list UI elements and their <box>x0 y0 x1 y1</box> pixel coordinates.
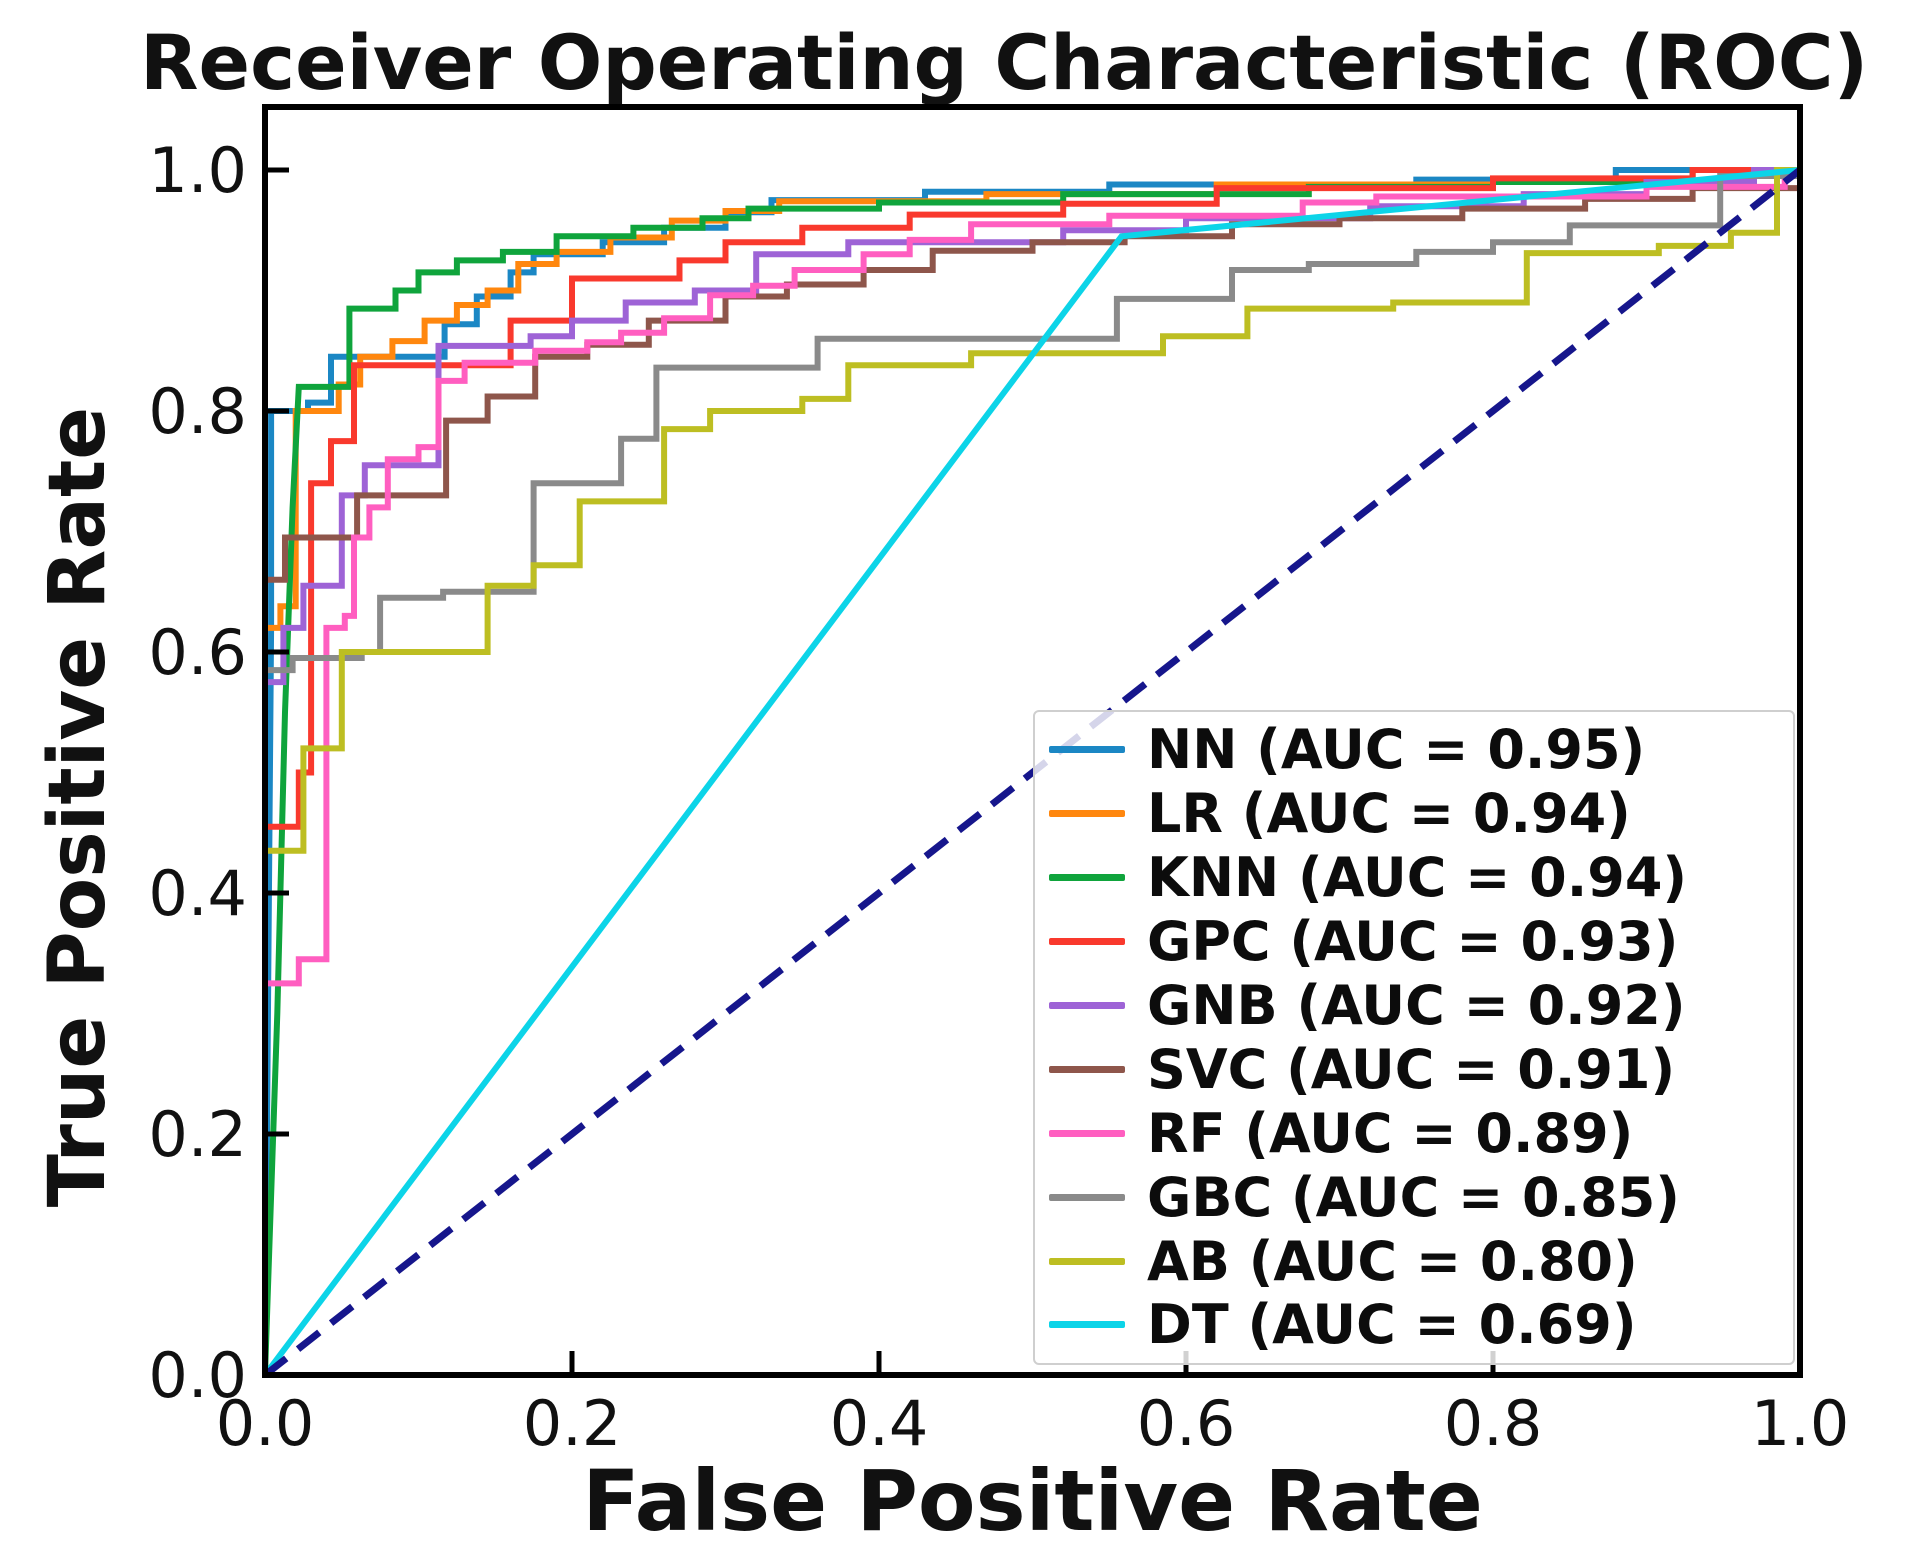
x-tick-label: 1.0 <box>1751 1387 1850 1460</box>
legend-entry-AB: AB (AUC = 0.80) <box>1049 1229 1793 1293</box>
legend-label-GPC: GPC (AUC = 0.93) <box>1147 910 1679 974</box>
legend-label-SVC: SVC (AUC = 0.91) <box>1147 1037 1676 1101</box>
x-axis-label: False Positive Rate <box>582 1452 1483 1546</box>
y-tick-label: 1.0 <box>148 134 247 207</box>
series-AB <box>262 167 1800 1375</box>
series-DT <box>262 167 1801 1377</box>
legend-swatch-LR <box>1049 810 1125 818</box>
x-tick-label: 0.4 <box>830 1387 929 1460</box>
x-tick-label: 0.2 <box>523 1387 622 1460</box>
legend-label-DT: DT (AUC = 0.69) <box>1147 1293 1637 1357</box>
legend-label-LR: LR (AUC = 0.94) <box>1147 782 1631 846</box>
y-tick-label: 0.6 <box>148 616 247 689</box>
legend-entry-GPC: GPC (AUC = 0.93) <box>1049 910 1793 974</box>
legend-swatch-GNB <box>1049 1002 1125 1009</box>
y-tick-label: 0.0 <box>148 1339 247 1412</box>
legend-swatch-NN <box>1049 746 1125 754</box>
series-NN <box>262 167 1800 1376</box>
legend-entry-LR: LR (AUC = 0.94) <box>1049 782 1793 846</box>
legend-label-NN: NN (AUC = 0.95) <box>1147 718 1646 782</box>
legend: NN (AUC = 0.95) LR (AUC = 0.94) KNN (AUC =… <box>1033 710 1795 1365</box>
legend-swatch-KNN <box>1049 874 1125 882</box>
legend-swatch-RF <box>1049 1129 1125 1137</box>
series-GPC <box>262 167 1800 1375</box>
legend-entry-SVC: SVC (AUC = 0.91) <box>1049 1037 1793 1101</box>
legend-entry-DT: DT (AUC = 0.69) <box>1049 1293 1793 1357</box>
legend-entry-GNB: GNB (AUC = 0.92) <box>1049 974 1793 1037</box>
legend-label-KNN: KNN (AUC = 0.94) <box>1147 846 1688 910</box>
legend-swatch-SVC <box>1049 1065 1125 1073</box>
legend-entry-KNN: KNN (AUC = 0.94) <box>1049 846 1793 910</box>
legend-label-AB: AB (AUC = 0.80) <box>1147 1229 1638 1293</box>
legend-swatch-GPC <box>1049 938 1125 946</box>
y-tick-label: 0.2 <box>148 1098 247 1171</box>
legend-swatch-DT <box>1049 1321 1125 1329</box>
legend-label-GBC: GBC (AUC = 0.85) <box>1147 1165 1680 1229</box>
legend-label-GNB: GNB (AUC = 0.92) <box>1147 974 1686 1037</box>
chart-title: Receiver Operating Characteristic (ROC) <box>140 18 1869 107</box>
y-tick-label: 0.8 <box>148 375 247 448</box>
legend-swatch-GBC <box>1049 1193 1125 1201</box>
plot-border <box>262 104 1803 1378</box>
x-tick-label: 0.6 <box>1137 1387 1236 1460</box>
series-SVC <box>262 170 1803 1375</box>
legend-entry-GBC: GBC (AUC = 0.85) <box>1049 1165 1793 1229</box>
x-tick-label: 0.8 <box>1444 1387 1543 1460</box>
legend-swatch-AB <box>1049 1257 1125 1265</box>
legend-entry-NN: NN (AUC = 0.95) <box>1049 718 1793 782</box>
y-tick-label: 0.4 <box>148 857 247 930</box>
series-chance-diagonal <box>262 167 1803 1378</box>
legend-label-RF: RF (AUC = 0.89) <box>1147 1101 1634 1165</box>
series-RF <box>262 167 1800 1375</box>
x-tick-label: 0.0 <box>216 1387 315 1460</box>
legend-entry-RF: RF (AUC = 0.89) <box>1049 1101 1793 1165</box>
